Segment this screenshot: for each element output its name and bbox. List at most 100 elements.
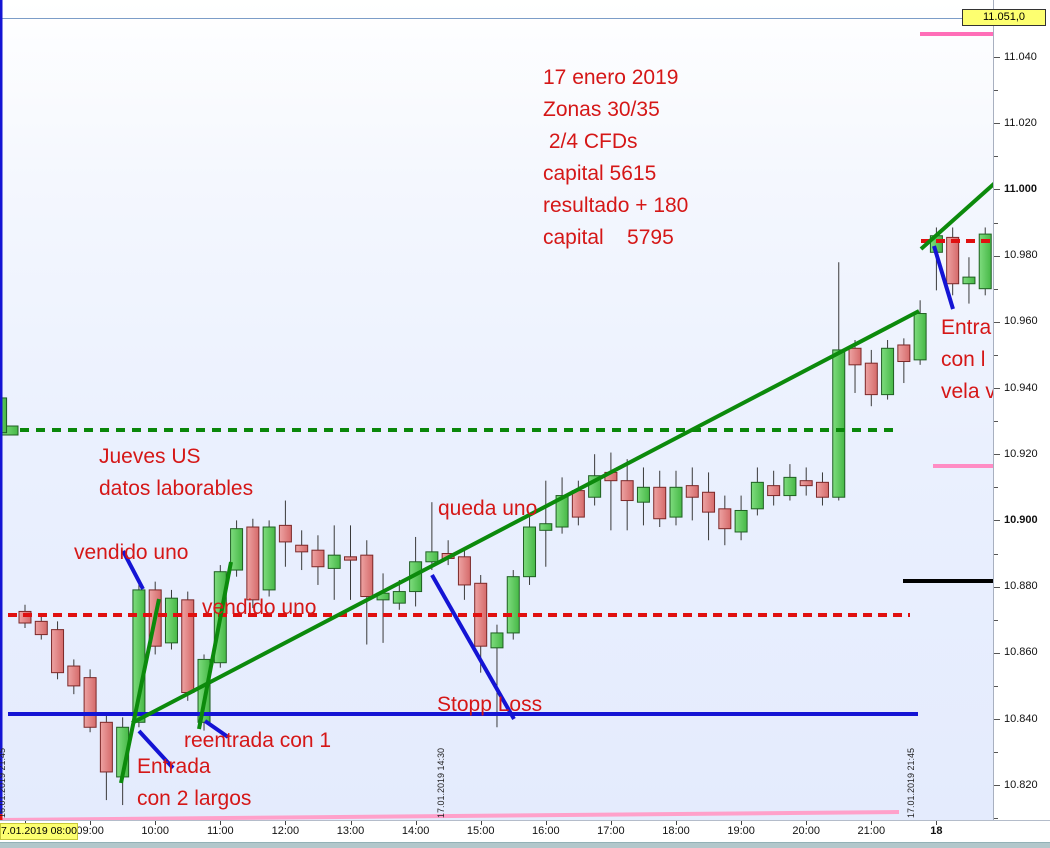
candlestick: [278, 500, 292, 567]
stopp-loss: Stopp Loss: [437, 689, 542, 721]
candlestick: [490, 624, 504, 728]
price-axis-label: 10.980: [1004, 249, 1038, 262]
price-axis-tick: [994, 57, 1000, 58]
price-axis-label: 10.920: [1004, 447, 1038, 460]
price-axis-tick: [994, 652, 1000, 654]
annotation-line: Stopp Loss: [437, 693, 543, 716]
time-axis-label: 20:00: [792, 825, 820, 837]
current-price-tag: 11.051,0: [962, 9, 1046, 26]
time-axis-tick: [871, 821, 873, 825]
price-axis-label: 10.940: [1004, 381, 1038, 394]
impulse-line-1: [119, 598, 161, 784]
price-axis-minor-tick: [994, 752, 998, 754]
candlestick: [327, 525, 341, 600]
candlestick: [946, 227, 960, 296]
candlestick: [767, 470, 781, 506]
price-axis-tick: [994, 785, 1000, 787]
time-axis-tick: [480, 821, 482, 825]
annotation-line: queda uno: [438, 497, 538, 520]
annotation-line: Jueves US: [99, 445, 201, 468]
candlestick: [815, 472, 829, 506]
time-axis-tick: [545, 821, 547, 825]
price-axis-tick: [994, 123, 1000, 125]
candlestick: [653, 470, 667, 528]
price-axis-label: 11.040: [1004, 50, 1037, 63]
price-axis-minor-tick: [994, 354, 998, 356]
candlestick: [311, 535, 325, 585]
time-axis-label: 11:00: [206, 825, 234, 837]
price-axis-minor-tick: [994, 619, 998, 621]
time-axis-label: 16:00: [532, 825, 560, 837]
vendido-uno-1: vendido uno: [74, 537, 188, 569]
price-axis-minor-tick: [994, 421, 998, 423]
pink-lower-line: [0, 810, 900, 820]
candlestick: [848, 340, 862, 393]
price-axis-minor-tick: [994, 487, 998, 489]
reentrada-note: reentrada con 1: [184, 725, 331, 757]
time-axis-tick: [155, 821, 157, 825]
annotation-line: Entrada: [137, 755, 211, 778]
price-axis-label: 10.840: [1004, 712, 1038, 725]
price-axis-minor-tick: [994, 553, 998, 555]
entrada-pointer: [137, 729, 175, 770]
main-uptrend-line: [131, 309, 920, 725]
annotation-line: vendido uno: [202, 596, 317, 619]
candlestick: [67, 659, 81, 695]
price-axis-tick: [994, 388, 1000, 389]
candlestick: [34, 614, 48, 640]
candlestick: [750, 467, 764, 516]
time-axis-tick: [936, 821, 938, 825]
queda-uno: queda uno: [438, 493, 537, 525]
price-axis-label: 10.860: [1004, 646, 1038, 659]
entrada-right-pointer: [932, 245, 955, 310]
time-axis[interactable]: 09:00 10:00 11:00 12:00 13:00 14:00 15:00 16:00…: [0, 820, 1050, 842]
annotation-line: reentrada con 1: [184, 729, 332, 752]
candlestick: [99, 715, 113, 801]
candlestick: [620, 459, 634, 531]
news-note: Jueves US datos laborables: [99, 441, 253, 505]
session-label-end: 17.01.2019 21:45: [906, 747, 916, 818]
price-axis-label: 10.960: [1004, 315, 1038, 328]
annotation-line: 2/4 CFDs: [543, 130, 638, 153]
price-axis-tick: [994, 586, 1000, 588]
candlestick: [604, 452, 618, 531]
price-axis[interactable]: 11.040 11.020 11.000 10.980 10.960 10.940 10.9…: [993, 0, 1050, 820]
candlestick: [978, 227, 992, 296]
time-axis-label: 17:00: [597, 825, 625, 837]
candlestick: [295, 530, 309, 571]
chart-plot-area[interactable]: 17 enero 2019 Zonas 30/35 2/4 CFDs capital…: [0, 0, 993, 820]
price-axis-minor-tick: [994, 288, 998, 290]
price-axis-label: 10.880: [1004, 580, 1038, 593]
candlestick: [246, 518, 260, 609]
price-axis-tick: [994, 454, 1000, 456]
annotation-line: con 2 largos: [137, 787, 252, 810]
session-label-prev: 16.01.2019 21:45: [0, 747, 7, 818]
candlestick: [669, 470, 683, 526]
time-axis-label: 15:00: [466, 825, 495, 837]
candlestick: [864, 349, 878, 407]
candlestick: [734, 495, 748, 541]
price-axis-label: 11.000: [1004, 182, 1038, 195]
time-axis-label: 10:00: [141, 825, 169, 837]
candlestick: [164, 589, 178, 650]
candlestick: [783, 464, 797, 501]
candlestick: [636, 467, 650, 526]
time-axis-tick: [285, 821, 287, 825]
annotation-line: capital 5615: [543, 162, 657, 185]
time-axis-tick: [350, 821, 352, 825]
price-axis-tick: [994, 719, 1000, 720]
price-axis-minor-tick: [994, 818, 998, 820]
candlestick: [51, 621, 65, 680]
candlestick: [457, 548, 471, 600]
annotation-line: Zonas 30/35: [543, 98, 660, 121]
candlestick: [230, 520, 244, 577]
price-axis-minor-tick: [994, 90, 998, 92]
time-axis-label: 12:00: [271, 825, 300, 837]
candlestick: [897, 338, 911, 384]
price-axis-label: 10.900: [1004, 513, 1038, 526]
candlestick: [913, 300, 927, 365]
time-axis-label: 09:00: [76, 825, 104, 837]
annotation-line: vendido uno: [74, 541, 189, 564]
time-axis-label: 14:00: [401, 825, 430, 837]
